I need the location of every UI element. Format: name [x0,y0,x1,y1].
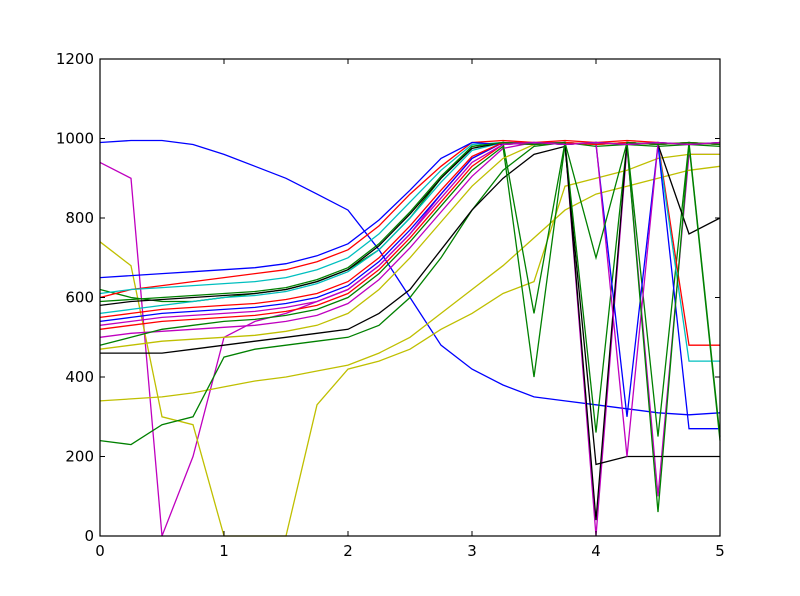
series-line-5 [99,141,721,446]
x-tick-label: 0 [95,542,105,560]
y-tick-label: 800 [65,209,94,227]
series-line-20 [99,141,721,326]
series-line-3 [99,153,720,537]
series-line-10 [99,141,720,430]
series-line-4 [99,165,721,402]
x-tick-label: 3 [467,542,477,560]
series-layer [99,139,721,537]
series-line-1 [99,139,721,416]
series-line-18 [99,141,721,319]
y-tick-label: 1000 [56,130,94,148]
series-line-6 [100,145,720,466]
x-tick-label: 1 [219,542,229,560]
x-tick-label: 5 [715,542,725,560]
y-tick-label: 600 [65,289,94,307]
y-tick-label: 200 [65,448,94,466]
series-line-8 [99,139,720,346]
x-tick-label: 2 [343,542,353,560]
series-line-13 [99,141,721,457]
series-line-19 [99,141,721,303]
x-tick-label: 4 [591,542,601,560]
series-line-9 [99,141,720,362]
y-tick-label: 1200 [56,50,94,68]
y-tick-label: 400 [65,368,94,386]
y-tick-label: 0 [84,527,94,545]
series-line-12 [99,141,721,521]
tick-layer: 0 1 2 3 4 5 0 200 400 600 800 1000 1200 [56,50,725,560]
series-line-17 [99,141,721,350]
